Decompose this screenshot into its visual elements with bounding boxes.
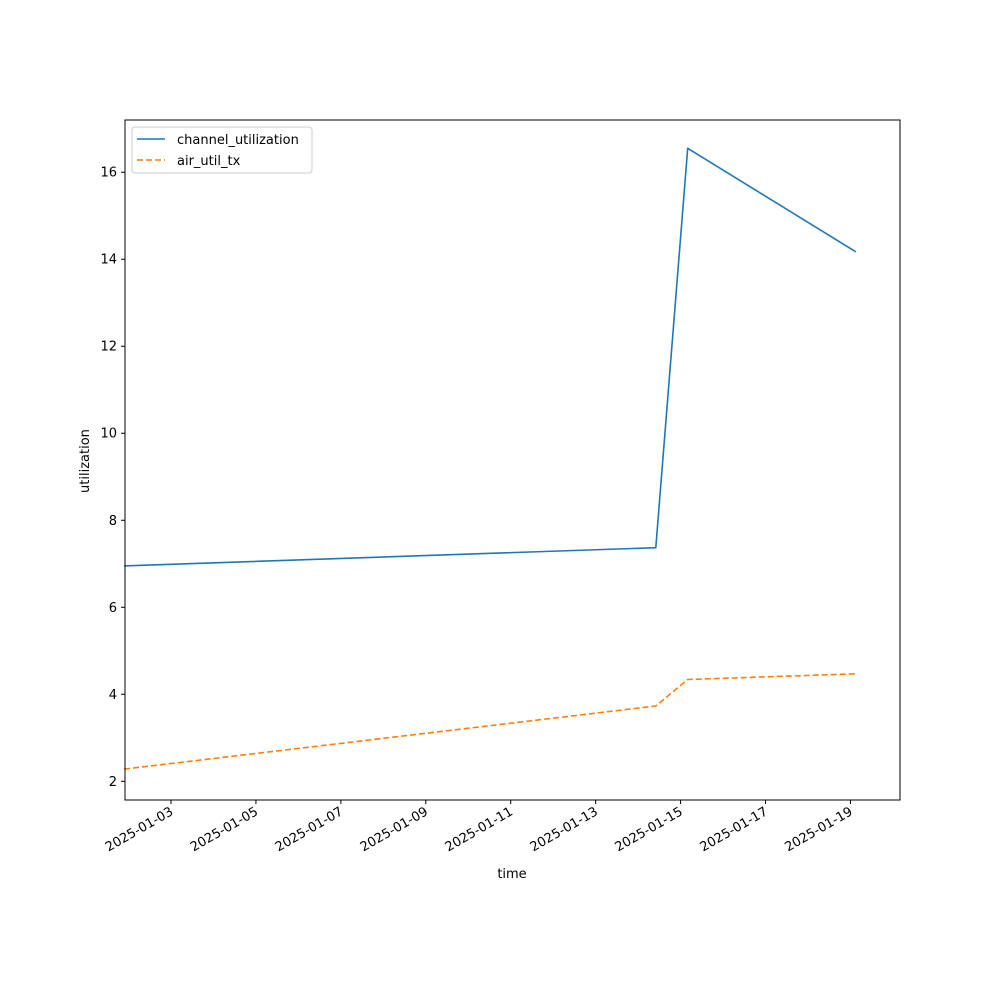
y-tick-label: 8 [109,514,117,529]
y-axis-label: utilization [78,429,93,493]
plot-frame [124,119,901,801]
x-axis-label: time [497,867,526,882]
y-axis: 2 4 6 8 10 12 14 16 [100,166,125,790]
series-line-channel-utilization [124,147,857,567]
legend: channel_utilization air_util_tx [131,126,313,174]
y-tick-label: 12 [100,340,117,355]
y-tick-label: 2 [109,775,117,790]
legend-box [131,126,313,174]
y-tick-label: 16 [100,166,117,181]
legend-label-channel-utilization: channel_utilization [177,133,299,148]
series-line-air-util-tx [124,673,856,770]
legend-label-air-util-tx: air_util_tx [177,154,241,169]
series-layer [124,147,857,770]
y-tick-label: 14 [100,253,117,268]
y-tick-label: 10 [100,427,117,442]
y-tick-label: 4 [109,688,117,703]
y-tick-label: 6 [109,601,117,616]
